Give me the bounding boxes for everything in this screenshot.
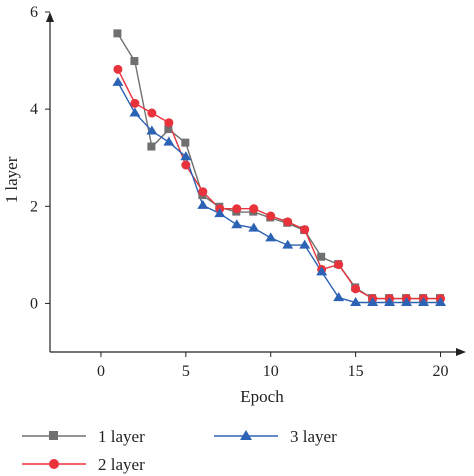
data-point — [282, 239, 294, 249]
data-point — [418, 296, 430, 306]
legend: 1 layer 2 layer 3 layer — [22, 427, 337, 474]
data-point — [351, 284, 361, 294]
data-point — [401, 296, 413, 306]
legend-label: 1 layer — [98, 427, 145, 446]
series-line-3 — [117, 82, 441, 304]
data-point — [129, 107, 141, 117]
data-point — [333, 292, 345, 302]
series-lines — [117, 33, 441, 304]
data-point — [435, 296, 447, 306]
legend-marker — [240, 430, 252, 440]
data-point — [197, 199, 209, 209]
data-point — [163, 136, 175, 146]
x-tick-label: 15 — [348, 363, 364, 380]
series-line-2 — [117, 68, 441, 300]
legend-label: 3 layer — [290, 427, 337, 446]
data-point — [299, 239, 311, 249]
data-point — [367, 296, 379, 306]
data-point — [130, 98, 140, 108]
data-point — [350, 296, 362, 306]
data-point — [316, 266, 328, 276]
x-axis-label: Epoch — [240, 387, 284, 406]
data-point — [384, 296, 396, 306]
y-tick-label: 2 — [30, 198, 38, 215]
y-axis-arrow — [46, 12, 54, 22]
data-point — [164, 118, 174, 128]
data-point — [300, 225, 310, 235]
data-point — [266, 211, 276, 221]
data-point — [231, 219, 243, 229]
data-point — [181, 160, 191, 170]
data-point — [130, 57, 139, 66]
tick-marks — [45, 11, 442, 357]
tick-labels: 0 5 10 15 20 0 2 4 6 — [30, 4, 449, 380]
data-point — [113, 29, 122, 38]
data-point — [113, 64, 123, 74]
y-tick-label: 6 — [30, 4, 38, 21]
data-point — [334, 260, 344, 270]
data-point — [249, 204, 259, 214]
y-tick-label: 0 — [30, 295, 38, 312]
data-point — [164, 125, 173, 134]
legend-marker — [49, 431, 58, 440]
data-point — [180, 151, 192, 161]
data-point — [112, 76, 124, 86]
data-point — [265, 232, 277, 242]
data-point — [147, 108, 157, 118]
data-point — [181, 138, 190, 147]
series-markers — [112, 29, 447, 306]
data-point — [283, 217, 293, 227]
x-tick-label: 20 — [433, 363, 449, 380]
x-tick-label: 10 — [263, 363, 279, 380]
legend-label: 2 layer — [98, 455, 145, 474]
data-point — [232, 204, 242, 214]
data-point — [198, 187, 208, 197]
x-axis-arrow — [456, 348, 466, 356]
y-tick-label: 4 — [30, 101, 38, 118]
data-point — [248, 222, 260, 232]
data-point — [146, 125, 158, 135]
x-tick-label: 0 — [97, 363, 105, 380]
chart-axes — [46, 12, 466, 356]
series-line-1 — [117, 33, 441, 300]
data-point — [214, 208, 226, 218]
y-axis-label: 1 layer — [2, 156, 21, 203]
legend-marker — [49, 459, 59, 469]
data-point — [317, 252, 326, 261]
data-point — [147, 142, 156, 151]
x-tick-label: 5 — [182, 363, 190, 380]
